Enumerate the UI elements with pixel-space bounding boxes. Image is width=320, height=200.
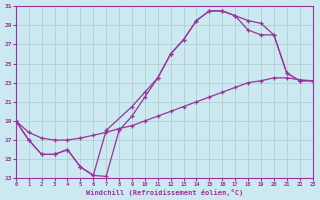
X-axis label: Windchill (Refroidissement éolien,°C): Windchill (Refroidissement éolien,°C): [85, 189, 243, 196]
